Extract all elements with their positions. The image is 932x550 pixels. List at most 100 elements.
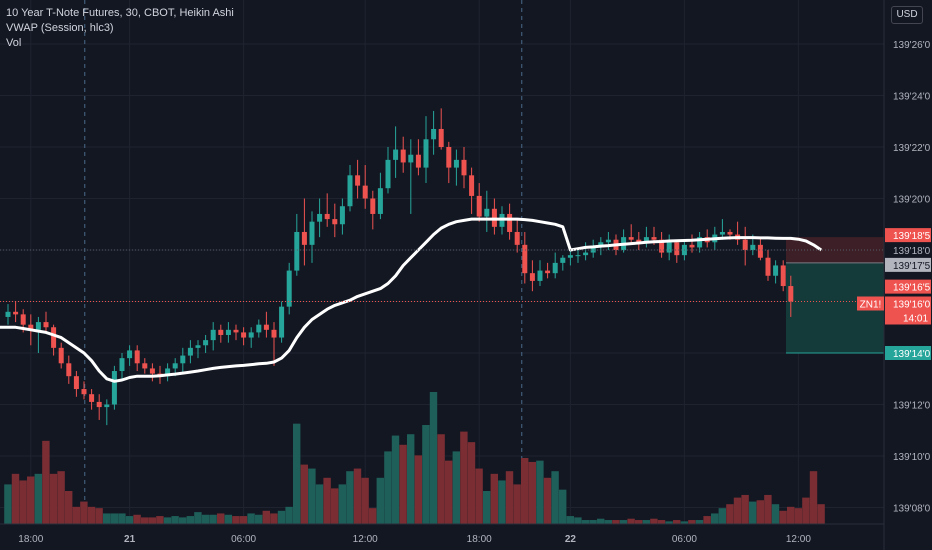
time-tick-label: 18:00 <box>467 534 492 545</box>
volume-bar <box>163 517 172 524</box>
volume-bar <box>604 520 612 524</box>
volume-bar <box>300 464 308 524</box>
volume-bar <box>118 513 126 524</box>
volume-bar <box>521 458 529 524</box>
candle <box>89 389 95 410</box>
candle-body <box>13 311 19 315</box>
candle-body <box>765 257 771 276</box>
volume-bar <box>741 494 749 524</box>
price-label-bg <box>885 228 931 243</box>
candle-body <box>537 270 543 281</box>
volume-bar <box>597 518 605 524</box>
candle <box>233 324 239 341</box>
candle-body <box>104 404 110 408</box>
volume-bar <box>391 435 400 524</box>
candle-body <box>28 324 34 330</box>
candle-body <box>575 255 581 257</box>
volume-bar <box>95 508 103 524</box>
candle-body <box>423 139 429 168</box>
candle <box>362 165 368 209</box>
candle-body <box>522 244 528 274</box>
candle-body <box>643 237 649 243</box>
candle-body <box>119 358 125 372</box>
candle <box>377 172 383 220</box>
candle-body <box>727 231 733 235</box>
volume-bar <box>650 518 658 524</box>
candle-body <box>446 147 452 168</box>
candle <box>195 340 201 359</box>
candle-body <box>370 198 376 214</box>
candle-body <box>35 322 41 330</box>
candle-body <box>286 270 292 307</box>
session-breaks <box>84 0 523 524</box>
price-labels: 139'18'5 139'18'0 139'17'5 139'16'5 139'16'0… <box>857 228 931 360</box>
volume-bar <box>437 434 445 524</box>
candle <box>545 262 551 279</box>
candle <box>453 149 459 186</box>
candle-body <box>172 363 178 369</box>
candle <box>590 239 596 258</box>
candle-body <box>697 237 703 248</box>
price-label-text: 139'14'0 <box>893 349 931 360</box>
candle <box>81 381 87 400</box>
time-tick-label: 12:00 <box>786 534 811 545</box>
price-label-stop: 139'18'5 <box>885 228 931 243</box>
candle-body <box>73 376 79 390</box>
candle-body <box>324 213 330 220</box>
currency-button[interactable]: USD <box>891 6 923 24</box>
price-lines <box>0 249 884 302</box>
price-label-bg <box>885 279 931 294</box>
candle-body <box>66 363 72 377</box>
price-label-last: 139'16'0 ZN1! 14:01 <box>857 296 931 325</box>
position-tool <box>786 237 884 354</box>
volume-bar <box>217 513 225 524</box>
candle-body <box>355 175 361 186</box>
candle-body <box>719 231 725 235</box>
price-label-entry: 139'17'5 <box>885 257 931 272</box>
candle <box>104 399 110 426</box>
countdown-bg <box>885 310 931 325</box>
price-label-text: 139'17'5 <box>893 261 931 272</box>
candle-body <box>636 239 642 243</box>
candle-body <box>51 327 57 348</box>
candle-body <box>567 255 573 258</box>
candle <box>674 239 680 263</box>
candle-body <box>757 244 763 258</box>
candle <box>757 237 763 261</box>
legend-vol[interactable]: Vol <box>6 37 22 49</box>
volume-bar <box>103 513 111 524</box>
candle <box>271 322 277 366</box>
volume-bar <box>452 451 460 524</box>
time-axis: 18:00 21 06:00 12:00 18:00 22 06:00 12:00 <box>0 523 884 545</box>
volume-bar <box>635 520 643 524</box>
candle-body <box>218 329 224 335</box>
volume-bar <box>627 518 635 524</box>
volume-bar <box>429 392 438 524</box>
candle <box>461 147 467 189</box>
candle <box>765 250 771 281</box>
candle-body <box>58 347 64 364</box>
candle <box>780 260 786 292</box>
candle-body <box>127 350 133 359</box>
volume-bar <box>422 425 430 524</box>
price-tick-label: 139'24'0 <box>893 92 931 103</box>
volume-bar <box>232 516 240 524</box>
candle <box>621 229 627 253</box>
candle-body <box>453 159 459 168</box>
candle-body <box>279 306 285 338</box>
candle-body <box>233 329 239 333</box>
candle-body <box>461 159 467 176</box>
volume-bar <box>255 514 263 524</box>
volume-bar <box>498 480 506 524</box>
candle <box>773 260 779 284</box>
price-label-down: 139'16'5 <box>885 279 931 294</box>
volume-bar <box>566 516 574 524</box>
candle-body <box>560 257 566 263</box>
candle <box>119 353 125 379</box>
price-label-target: 139'14'0 <box>885 346 931 360</box>
time-tick-label: 12:00 <box>353 534 378 545</box>
price-tick-label: 139'08'0 <box>893 504 931 515</box>
legend-vwap[interactable]: VWAP (Session, hlc3) <box>6 22 114 34</box>
volume-bar <box>186 516 194 524</box>
